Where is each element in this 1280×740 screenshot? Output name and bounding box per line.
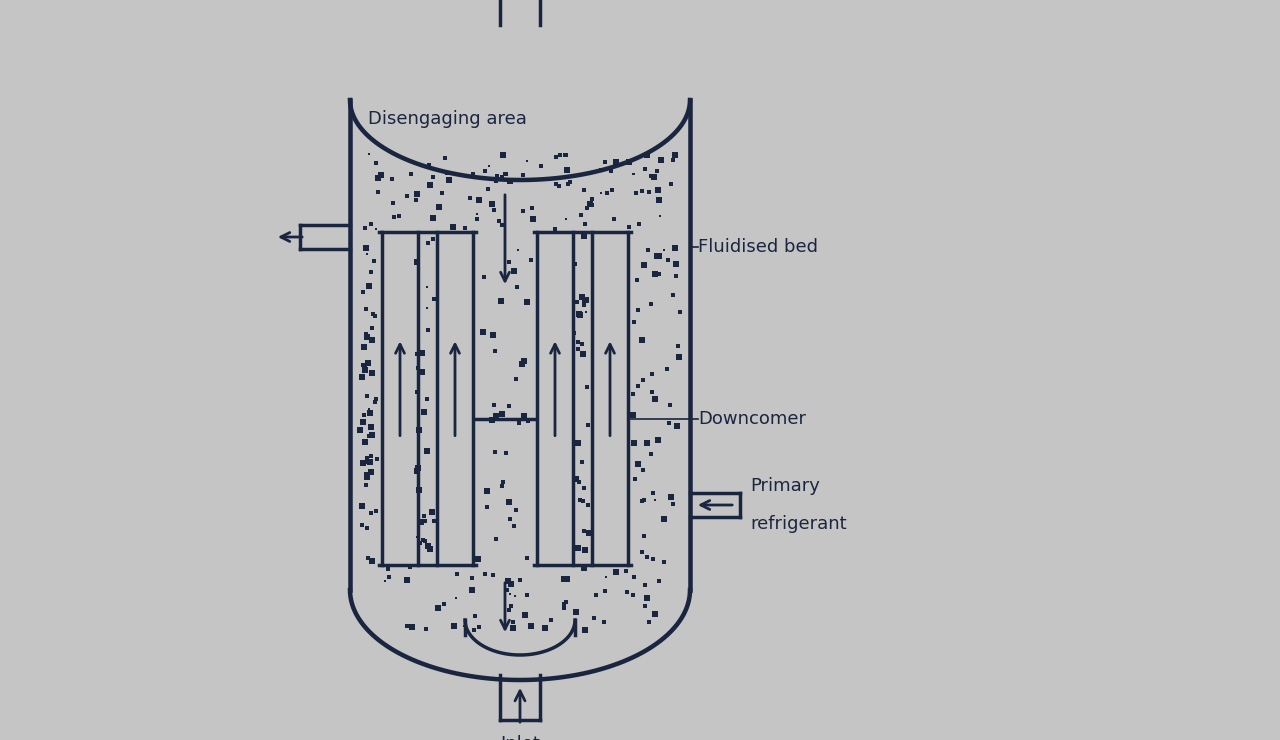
Text: Downcomer: Downcomer [698, 409, 806, 428]
Text: Primary: Primary [750, 477, 820, 495]
Text: refrigerant: refrigerant [750, 515, 846, 533]
Text: Fluidised bed: Fluidised bed [698, 238, 818, 256]
Text: Disengaging area: Disengaging area [369, 110, 527, 128]
Text: Inlet: Inlet [500, 735, 540, 740]
